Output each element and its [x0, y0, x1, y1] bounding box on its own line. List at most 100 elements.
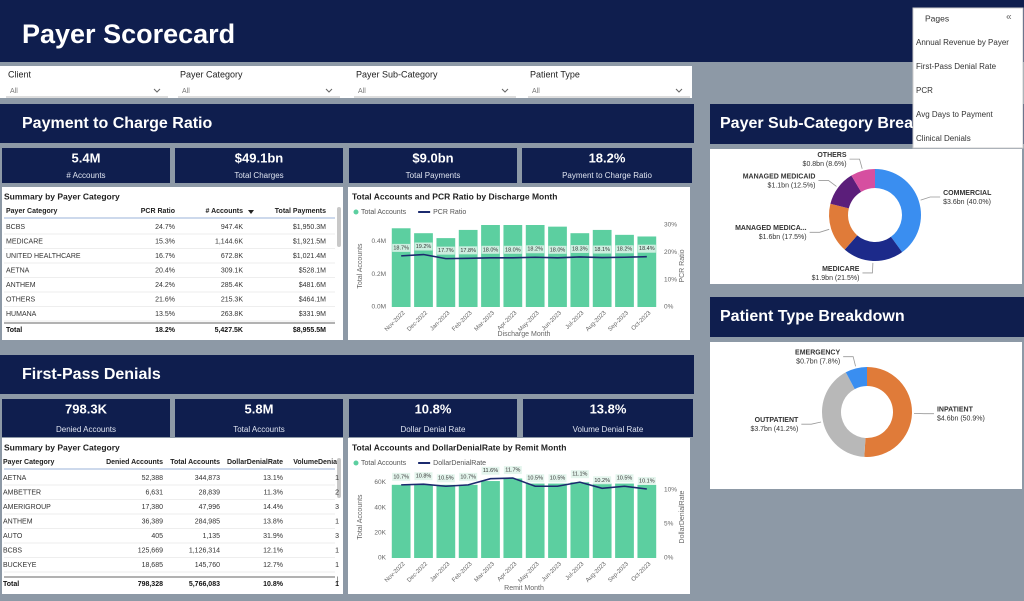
table-cell: 405 — [151, 533, 163, 540]
filter-value: All — [182, 88, 190, 95]
data-label-bg — [526, 474, 545, 483]
data-label: 18.0% — [550, 247, 566, 253]
y2-axis-title: DollarDenialRate — [679, 490, 686, 543]
legend-label: Total Accounts — [361, 209, 407, 216]
table-cell: UNITED HEALTHCARE — [6, 253, 81, 260]
bar — [548, 226, 567, 307]
data-label: 19.2% — [416, 244, 432, 250]
scrollbar[interactable] — [337, 458, 341, 498]
section-title: First-Pass Denials — [22, 366, 161, 383]
data-label: 10.1% — [639, 478, 655, 484]
kpi-value: 10.8% — [415, 401, 452, 416]
filter[interactable]: Payer Sub-Category All — [354, 69, 516, 98]
filter-label: Payer Sub-Category — [356, 69, 438, 79]
slice-name: MEDICARE — [822, 266, 860, 273]
table-cell: 24.7% — [155, 224, 175, 231]
table-cell: 24.2% — [155, 282, 175, 289]
data-label: 10.7% — [460, 474, 476, 480]
data-label-bg — [548, 474, 567, 483]
data-label: 10.5% — [438, 476, 454, 482]
data-label-bg — [436, 474, 455, 483]
filter-value: All — [532, 88, 540, 95]
table-cell: 36,389 — [142, 518, 164, 525]
leader-line — [862, 262, 874, 274]
y2-tick-label: 5% — [664, 521, 674, 528]
table-cell: 3 — [335, 533, 339, 540]
bar — [414, 233, 433, 307]
chart-title: Total Accounts and PCR Ratio by Discharg… — [352, 191, 557, 201]
data-label: 10.7% — [393, 474, 409, 480]
scrollbar[interactable] — [337, 207, 341, 247]
data-label-bg — [481, 245, 500, 254]
table-cell: AETNA — [3, 475, 27, 482]
y2-tick-label: 10% — [664, 276, 677, 283]
bar — [615, 483, 634, 558]
slice-name: OUTPATIENT — [755, 417, 799, 424]
table-cell: 31.9% — [263, 533, 283, 540]
data-label-bg — [459, 472, 478, 481]
data-label: 17.8% — [460, 248, 476, 254]
leader-line — [920, 196, 941, 201]
filter[interactable]: Client All — [6, 69, 168, 98]
total-cell: Total — [6, 327, 22, 334]
slice-name: MANAGED MEDICAID — [743, 173, 816, 180]
kpi-value: 5.8M — [245, 401, 274, 416]
page-link[interactable]: PCR — [916, 86, 933, 95]
total-cell: 5,427.5K — [215, 327, 243, 334]
table-cell: AUTO — [3, 533, 23, 540]
table-cell: 12.1% — [263, 547, 283, 554]
filter-label: Payer Category — [180, 69, 243, 79]
data-label-bg — [637, 476, 656, 485]
table-cell: AMBETTER — [3, 489, 41, 496]
collapse-button[interactable]: « — [1006, 12, 1012, 23]
filter[interactable]: Patient Type All — [528, 69, 690, 98]
leader-line — [843, 356, 856, 367]
table-cell: 28,839 — [199, 489, 221, 496]
table-cell: BCBS — [6, 224, 25, 231]
column-header: Payer Category — [6, 208, 57, 215]
filter-label: Client — [8, 69, 32, 79]
table-cell: MEDICARE — [6, 238, 43, 245]
slice-value: $3.6bn (40.0%) — [943, 199, 991, 206]
table-cell: 13.8% — [263, 518, 283, 525]
table-cell: OTHERS — [6, 296, 36, 303]
leader-line — [849, 158, 863, 169]
table-cell: 11.3% — [264, 489, 283, 496]
bar — [592, 229, 612, 307]
page-link[interactable]: First-Pass Denial Rate — [916, 62, 997, 71]
bar — [525, 483, 545, 558]
slice-value: $1.9bn (21.5%) — [812, 275, 860, 282]
total-row-bg — [2, 322, 337, 338]
data-label-bg — [459, 246, 478, 255]
slice-value: $3.7bn (41.2%) — [750, 426, 798, 433]
kpi-label: Total Accounts — [233, 425, 285, 434]
kpi-value: $9.0bn — [412, 150, 453, 165]
page-link[interactable]: Avg Days to Payment — [916, 110, 994, 119]
table-cell: $528.1M — [299, 267, 326, 274]
kpi-value: 798.3K — [65, 401, 108, 416]
legend-label: Total Accounts — [361, 460, 407, 467]
table-cell: 16.7% — [155, 253, 175, 260]
filter-label: Patient Type — [530, 69, 580, 79]
data-label: 18.0% — [483, 247, 499, 253]
donut-slice — [845, 367, 867, 390]
filter[interactable]: Payer Category All — [178, 69, 340, 98]
donut-slice — [829, 203, 858, 250]
page-link[interactable]: Annual Revenue by Payer — [916, 38, 1009, 47]
filter-value: All — [358, 88, 366, 95]
table-cell: 13.5% — [155, 311, 175, 318]
page-link[interactable]: Clinical Denials — [916, 134, 971, 143]
line — [401, 253, 647, 260]
bar — [391, 484, 411, 558]
data-label: 11.7% — [505, 468, 520, 474]
table-cell: 3 — [335, 504, 339, 511]
table-cell: 6,631 — [145, 489, 163, 496]
data-label-bg — [414, 242, 433, 251]
table-cell: $464.1M — [299, 296, 326, 303]
y2-tick-label: 30% — [664, 222, 677, 229]
y-tick-label: 0.2M — [372, 271, 386, 278]
bar — [592, 483, 612, 558]
donut-panel — [710, 149, 1022, 284]
table-cell: ANTHEM — [3, 518, 33, 525]
